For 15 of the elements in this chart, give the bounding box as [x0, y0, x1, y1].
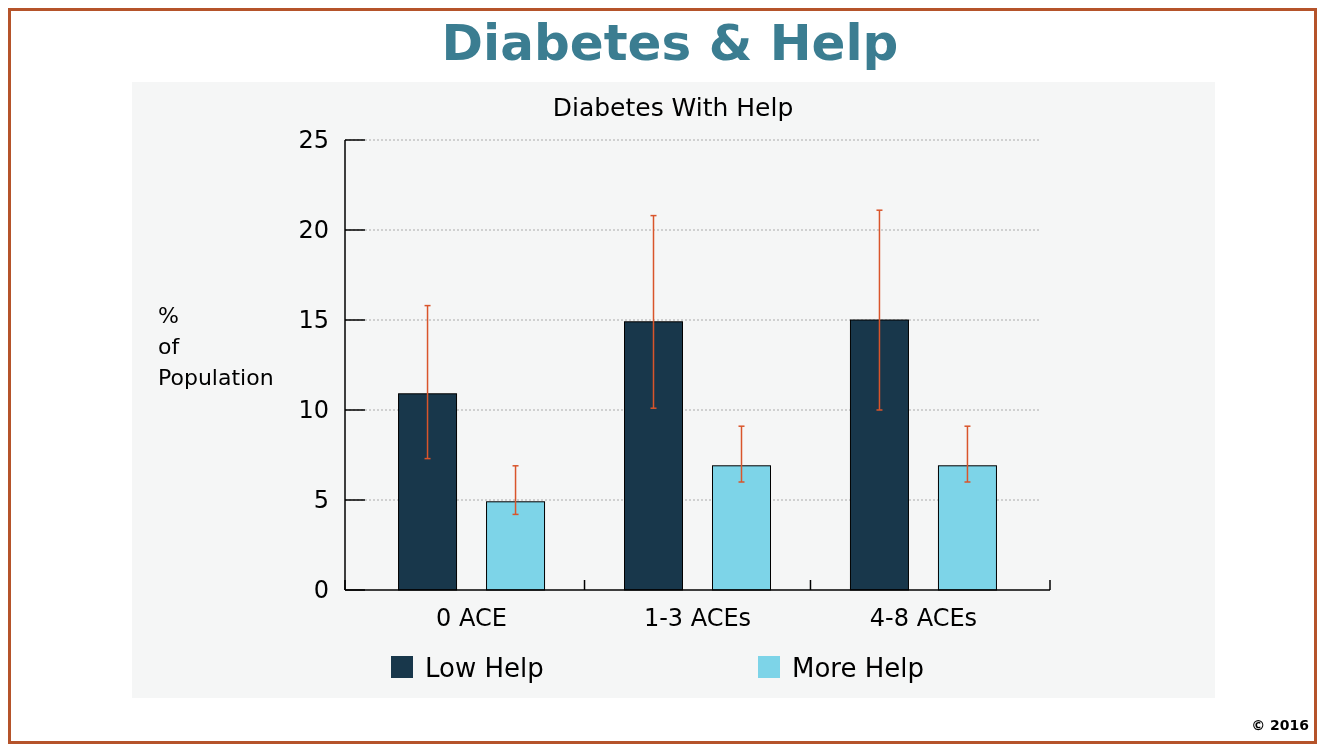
y-tick-label: 25: [298, 126, 329, 155]
y-tick-label: 5: [313, 486, 329, 515]
y-axis-title: % of Population: [158, 303, 274, 390]
y-tick-label: 0: [313, 576, 329, 605]
legend-label: Low Help: [425, 653, 544, 684]
y-tick-label: 20: [298, 216, 329, 245]
chart-title: Diabetes & Help: [441, 14, 899, 72]
legend-label: More Help: [792, 653, 924, 684]
x-tick-label: 1-3 ACEs: [643, 604, 752, 632]
y-tick-label: 10: [298, 396, 329, 425]
chart-subtitle: Diabetes With Help: [552, 93, 794, 122]
y-tick-label: 15: [298, 306, 329, 335]
x-tick-label: 0 ACE: [436, 604, 507, 632]
text: © 2016: [1251, 717, 1309, 733]
x-tick-label: 4-8 ACEs: [869, 604, 978, 632]
